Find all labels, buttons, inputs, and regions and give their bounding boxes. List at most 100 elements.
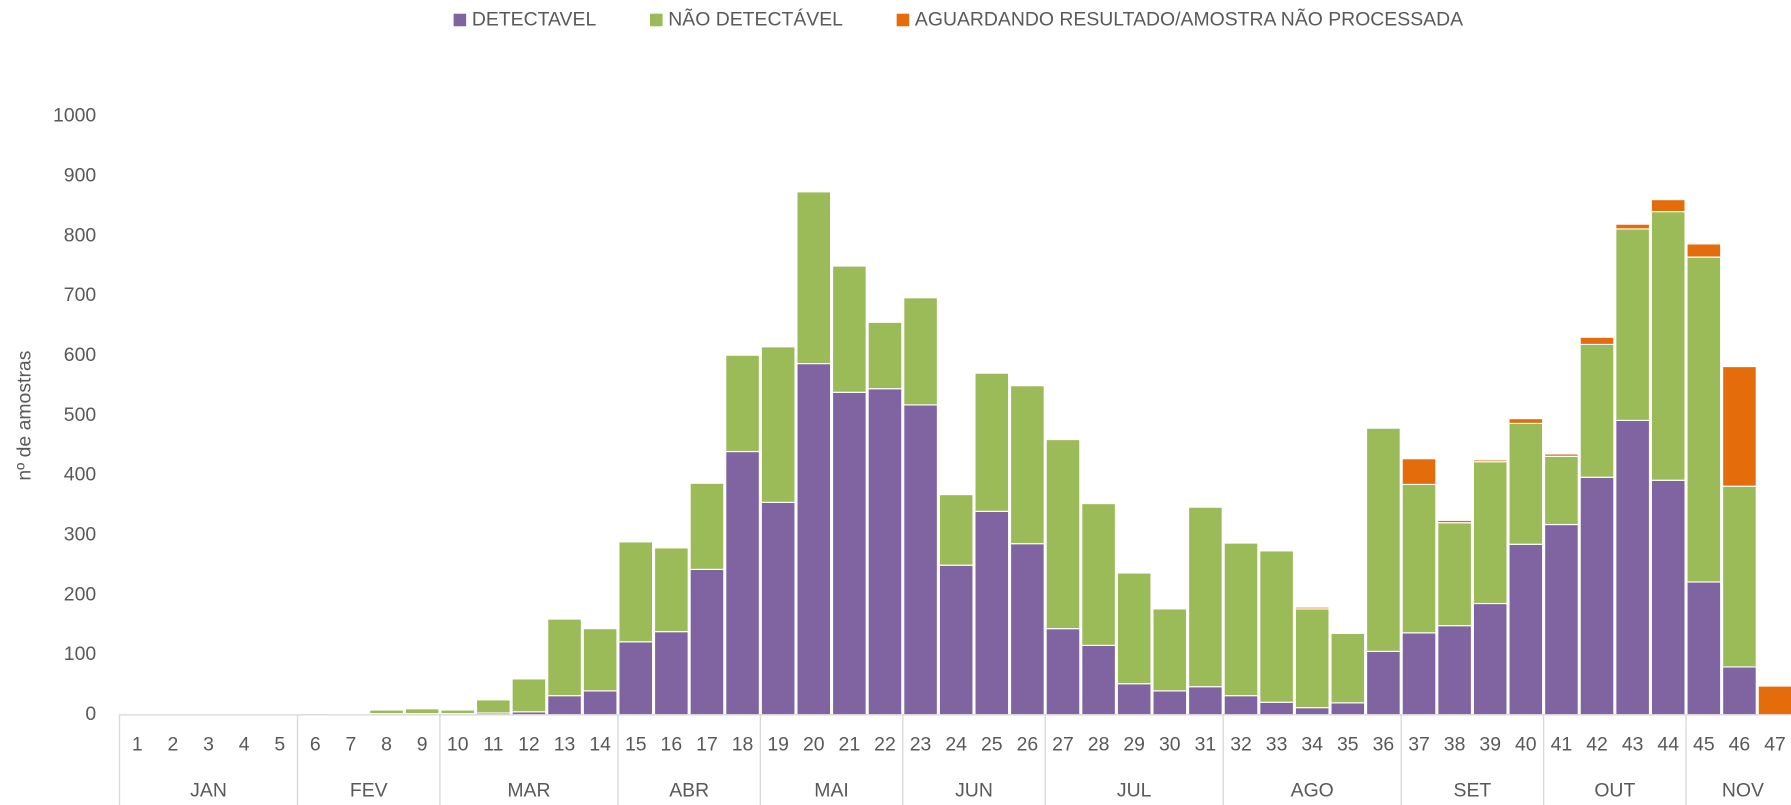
- bar-segment: [1294, 608, 1330, 709]
- bar-segment: [582, 628, 618, 692]
- legend-label: AGUARDANDO RESULTADO/AMOSTRA NÃO PROCESS…: [915, 7, 1463, 31]
- x-tick-label: 41: [1551, 734, 1573, 756]
- x-tick-label: 42: [1586, 734, 1608, 756]
- group-label: JAN: [190, 779, 227, 801]
- bar-segment: [1009, 543, 1045, 716]
- bar-segment: [689, 568, 725, 716]
- legend-swatch: [650, 13, 663, 27]
- bar-segment: [1508, 543, 1544, 716]
- y-tick-label: 800: [64, 224, 97, 246]
- bar-segment: [1508, 422, 1544, 545]
- group-label: NOV: [1722, 779, 1764, 801]
- bar-segment: [1223, 542, 1259, 697]
- x-tick-label: 28: [1088, 734, 1110, 756]
- legend-swatch: [896, 13, 910, 27]
- bar-segment: [653, 631, 689, 716]
- bar-segment: [760, 346, 796, 503]
- bar-segment: [1401, 632, 1437, 716]
- x-tick-label: 4: [239, 734, 250, 756]
- group-label: JUN: [955, 779, 993, 801]
- y-tick-label: 100: [64, 643, 97, 665]
- group-label: OUT: [1594, 779, 1635, 801]
- bar-segment: [618, 541, 654, 643]
- group-label: ABR: [669, 779, 709, 801]
- x-tick-label: 39: [1479, 734, 1501, 756]
- bar-segment: [1615, 223, 1651, 230]
- bar-segment: [1401, 458, 1437, 486]
- bar-segment: [404, 708, 440, 715]
- x-tick-label: 15: [625, 734, 647, 756]
- bar-segment: [867, 388, 903, 716]
- bar-segment: [1437, 625, 1473, 716]
- bar-segment: [1152, 690, 1188, 716]
- x-tick-label: 24: [945, 734, 967, 756]
- x-tick-label: 29: [1123, 734, 1145, 756]
- bar-segment: [1472, 602, 1508, 716]
- x-tick-label: 7: [346, 734, 357, 756]
- y-tick-label: 200: [64, 583, 97, 605]
- bar-segment: [1686, 243, 1722, 258]
- y-axis-label: nº de amostras: [14, 351, 36, 481]
- x-tick-label: 25: [981, 734, 1003, 756]
- bar-segment: [1579, 336, 1615, 346]
- bar-segment: [1294, 707, 1330, 716]
- bar-segment: [1650, 211, 1686, 481]
- bar-segment: [760, 501, 796, 716]
- bar-segment: [1365, 650, 1401, 716]
- bar-segment: [1544, 523, 1579, 716]
- bar-segment: [1686, 256, 1722, 583]
- x-tick-label: 46: [1729, 734, 1751, 756]
- bar-segment: [938, 564, 974, 716]
- bar-segment: [582, 690, 618, 716]
- bar-segment: [1757, 685, 1791, 716]
- bar-segment: [938, 494, 974, 566]
- bar-segment: [1045, 628, 1081, 716]
- x-tick-label: 5: [274, 734, 285, 756]
- bar-segment: [1650, 199, 1686, 213]
- bar-segment: [547, 618, 582, 697]
- bar-segment: [796, 363, 832, 716]
- x-tick-label: 19: [767, 734, 789, 756]
- legend-swatch: [453, 13, 467, 27]
- group-label: AGO: [1291, 779, 1334, 801]
- group-label: SET: [1454, 779, 1492, 801]
- bar-segment: [1401, 483, 1437, 634]
- bar-segment: [1330, 632, 1366, 704]
- bar-segment: [1579, 343, 1615, 478]
- x-tick-label: 37: [1408, 734, 1430, 756]
- bar-segment: [831, 265, 867, 393]
- bar-segment: [475, 699, 511, 714]
- x-tick-label: 23: [910, 734, 932, 756]
- x-tick-label: 2: [168, 734, 179, 756]
- bar-segment: [689, 482, 725, 570]
- bar-segment: [1579, 476, 1615, 716]
- bar-segment: [1223, 695, 1259, 716]
- bar-segment: [1187, 506, 1223, 688]
- x-tick-label: 22: [874, 734, 896, 756]
- bar-segment: [1259, 550, 1295, 703]
- bar-segment: [867, 321, 903, 390]
- bar-segment: [1472, 461, 1508, 605]
- x-tick-label: 36: [1373, 734, 1395, 756]
- y-tick-label: 600: [64, 344, 97, 366]
- x-tick-label: 26: [1017, 734, 1039, 756]
- bar-segment: [1686, 581, 1722, 716]
- x-tick-label: 35: [1337, 734, 1359, 756]
- x-tick-label: 12: [518, 734, 540, 756]
- bar-segment: [653, 547, 689, 633]
- bar-segment: [1009, 385, 1045, 545]
- bar-segment: [1544, 453, 1579, 457]
- x-tick-label: 18: [732, 734, 754, 756]
- bar-segment: [1615, 419, 1651, 716]
- bar-segment: [1722, 485, 1757, 668]
- x-tick-label: 32: [1230, 734, 1252, 756]
- bar-segment: [1544, 455, 1579, 526]
- x-tick-label: 10: [447, 734, 469, 756]
- y-tick-label: 400: [64, 464, 97, 486]
- bar-segment: [1187, 686, 1223, 716]
- legend-label: DETECTAVEL: [472, 9, 597, 31]
- bar-segment: [618, 641, 654, 716]
- y-tick-label: 0: [85, 703, 96, 725]
